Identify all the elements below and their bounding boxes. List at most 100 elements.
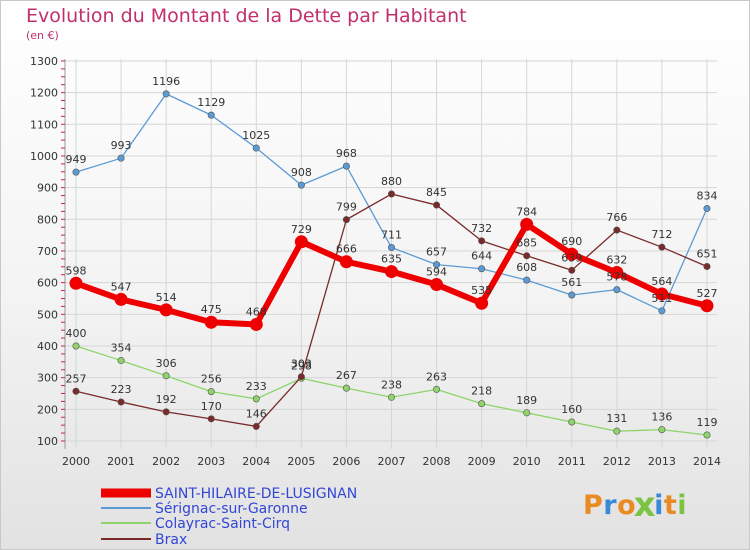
data-label: 766 [606, 211, 627, 224]
data-label: 119 [696, 416, 717, 429]
data-label: 880 [381, 175, 402, 188]
y-tick-label: 1300 [30, 55, 58, 68]
data-point [703, 262, 711, 270]
data-point [655, 287, 669, 301]
logo-letter: i [677, 490, 688, 521]
logo-letter: x [633, 486, 657, 525]
data-point [252, 395, 260, 403]
data-label: 690 [561, 235, 582, 248]
x-tick-label: 2012 [603, 455, 631, 468]
data-point [430, 278, 444, 292]
data-point [249, 317, 263, 331]
data-point [523, 409, 531, 417]
data-label: 598 [66, 264, 87, 277]
data-point [565, 247, 579, 261]
data-point [478, 265, 486, 273]
data-label: 561 [561, 276, 582, 289]
data-point [342, 384, 350, 392]
y-tick-label: 1200 [30, 87, 58, 100]
data-point [433, 261, 441, 269]
data-label: 564 [651, 275, 672, 288]
x-tick-label: 2014 [693, 455, 721, 468]
data-point [342, 216, 350, 224]
data-point [117, 398, 125, 406]
x-tick-label: 2004 [242, 455, 270, 468]
data-label: 263 [426, 370, 447, 383]
data-label: 400 [66, 327, 87, 340]
y-tick-label: 1100 [30, 118, 58, 131]
data-label: 514 [156, 291, 177, 304]
y-tick-label: 700 [37, 245, 58, 258]
data-label: 845 [426, 186, 447, 199]
data-point [478, 400, 486, 408]
data-point [384, 265, 398, 279]
data-point [162, 90, 170, 98]
data-point [297, 373, 305, 381]
data-point [72, 387, 80, 395]
data-label: 468 [246, 305, 267, 318]
data-label: 578 [606, 271, 627, 284]
data-label: 949 [66, 153, 87, 166]
data-label: 170 [201, 400, 222, 413]
y-tick-label: 400 [37, 340, 58, 353]
data-label: 527 [696, 287, 717, 300]
y-tick-label: 300 [37, 372, 58, 385]
x-tick-label: 2013 [648, 455, 676, 468]
data-point [207, 388, 215, 396]
data-label: 354 [111, 342, 132, 355]
data-label: 685 [516, 237, 537, 250]
data-label: 635 [381, 253, 402, 266]
y-tick-label: 1000 [30, 150, 58, 163]
logo-letter: r [603, 490, 618, 521]
logo-letter: t [663, 490, 678, 521]
data-point [117, 357, 125, 365]
data-point [613, 226, 621, 234]
chart-title: Evolution du Montant de la Dette par Hab… [26, 5, 467, 27]
data-label: 192 [156, 393, 177, 406]
data-point [568, 291, 576, 299]
data-point [613, 427, 621, 435]
data-label: 608 [516, 261, 537, 274]
data-point [387, 243, 395, 251]
data-label: 711 [381, 228, 402, 241]
data-point [520, 217, 534, 231]
x-tick-label: 2002 [152, 455, 180, 468]
data-label: 223 [111, 383, 132, 396]
data-label: 632 [606, 254, 627, 267]
data-point [72, 168, 80, 176]
data-point [114, 292, 128, 306]
y-tick-label: 800 [37, 213, 58, 226]
data-point [433, 385, 441, 393]
x-tick-label: 2010 [513, 455, 541, 468]
data-label: 136 [651, 411, 672, 424]
data-label: 257 [66, 372, 87, 385]
data-point [387, 393, 395, 401]
logo-letter: o [617, 490, 637, 521]
data-label: 732 [471, 222, 492, 235]
x-tick-label: 2005 [287, 455, 315, 468]
data-point [342, 162, 350, 170]
data-point [159, 303, 173, 317]
data-label: 511 [651, 292, 672, 305]
data-label: 303 [291, 358, 312, 371]
data-point [610, 266, 624, 280]
data-label: 1196 [152, 75, 180, 88]
data-point [204, 315, 218, 329]
data-label: 639 [561, 251, 582, 264]
data-point [700, 299, 714, 313]
data-point [433, 201, 441, 209]
legend-label: Colayrac-Saint-Cirq [155, 516, 290, 532]
y-tick-label: 200 [37, 403, 58, 416]
logo-letter: P [583, 490, 604, 521]
data-point [207, 111, 215, 119]
data-label: 594 [426, 266, 447, 279]
data-label: 306 [156, 357, 177, 370]
data-point [568, 418, 576, 426]
data-label: 651 [696, 247, 717, 260]
data-point [207, 415, 215, 423]
data-point [613, 286, 621, 294]
data-label: 908 [291, 166, 312, 179]
data-point [568, 266, 576, 274]
x-tick-label: 2003 [197, 455, 225, 468]
